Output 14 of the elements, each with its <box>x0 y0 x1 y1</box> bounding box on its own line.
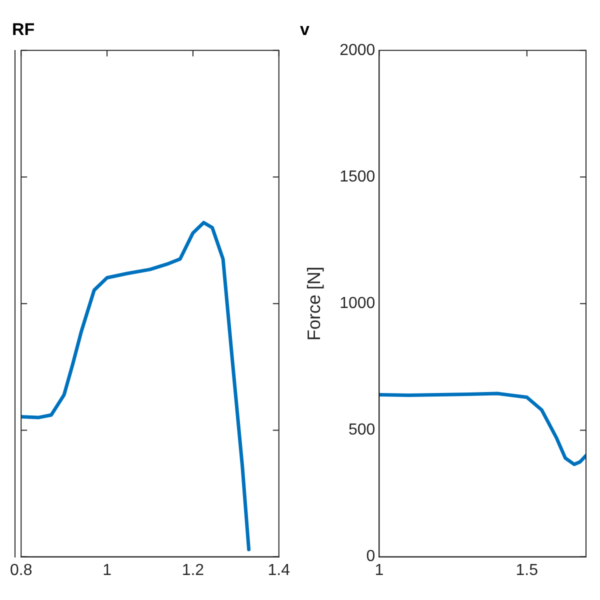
x-tick-label: 1.4 <box>268 562 290 579</box>
x-tick-label: 1.2 <box>182 562 204 579</box>
x-tick-label: 1.5 <box>516 562 538 579</box>
y-tick-label: 1500 <box>340 168 376 186</box>
chart-title: v <box>300 20 310 39</box>
y-axis-title: Force [N] <box>304 266 324 341</box>
x-tick-label: 1 <box>374 562 384 579</box>
y-tick-label: 1000 <box>340 295 376 312</box>
y-tick-label: 0 <box>366 548 376 566</box>
chart-title: RF <box>12 20 35 39</box>
x-tick-label: 0.8 <box>10 562 32 579</box>
y-tick-label: 500 <box>348 422 376 439</box>
x-tick-label: 1 <box>102 562 112 579</box>
y-tick-label: 2000 <box>340 42 376 59</box>
